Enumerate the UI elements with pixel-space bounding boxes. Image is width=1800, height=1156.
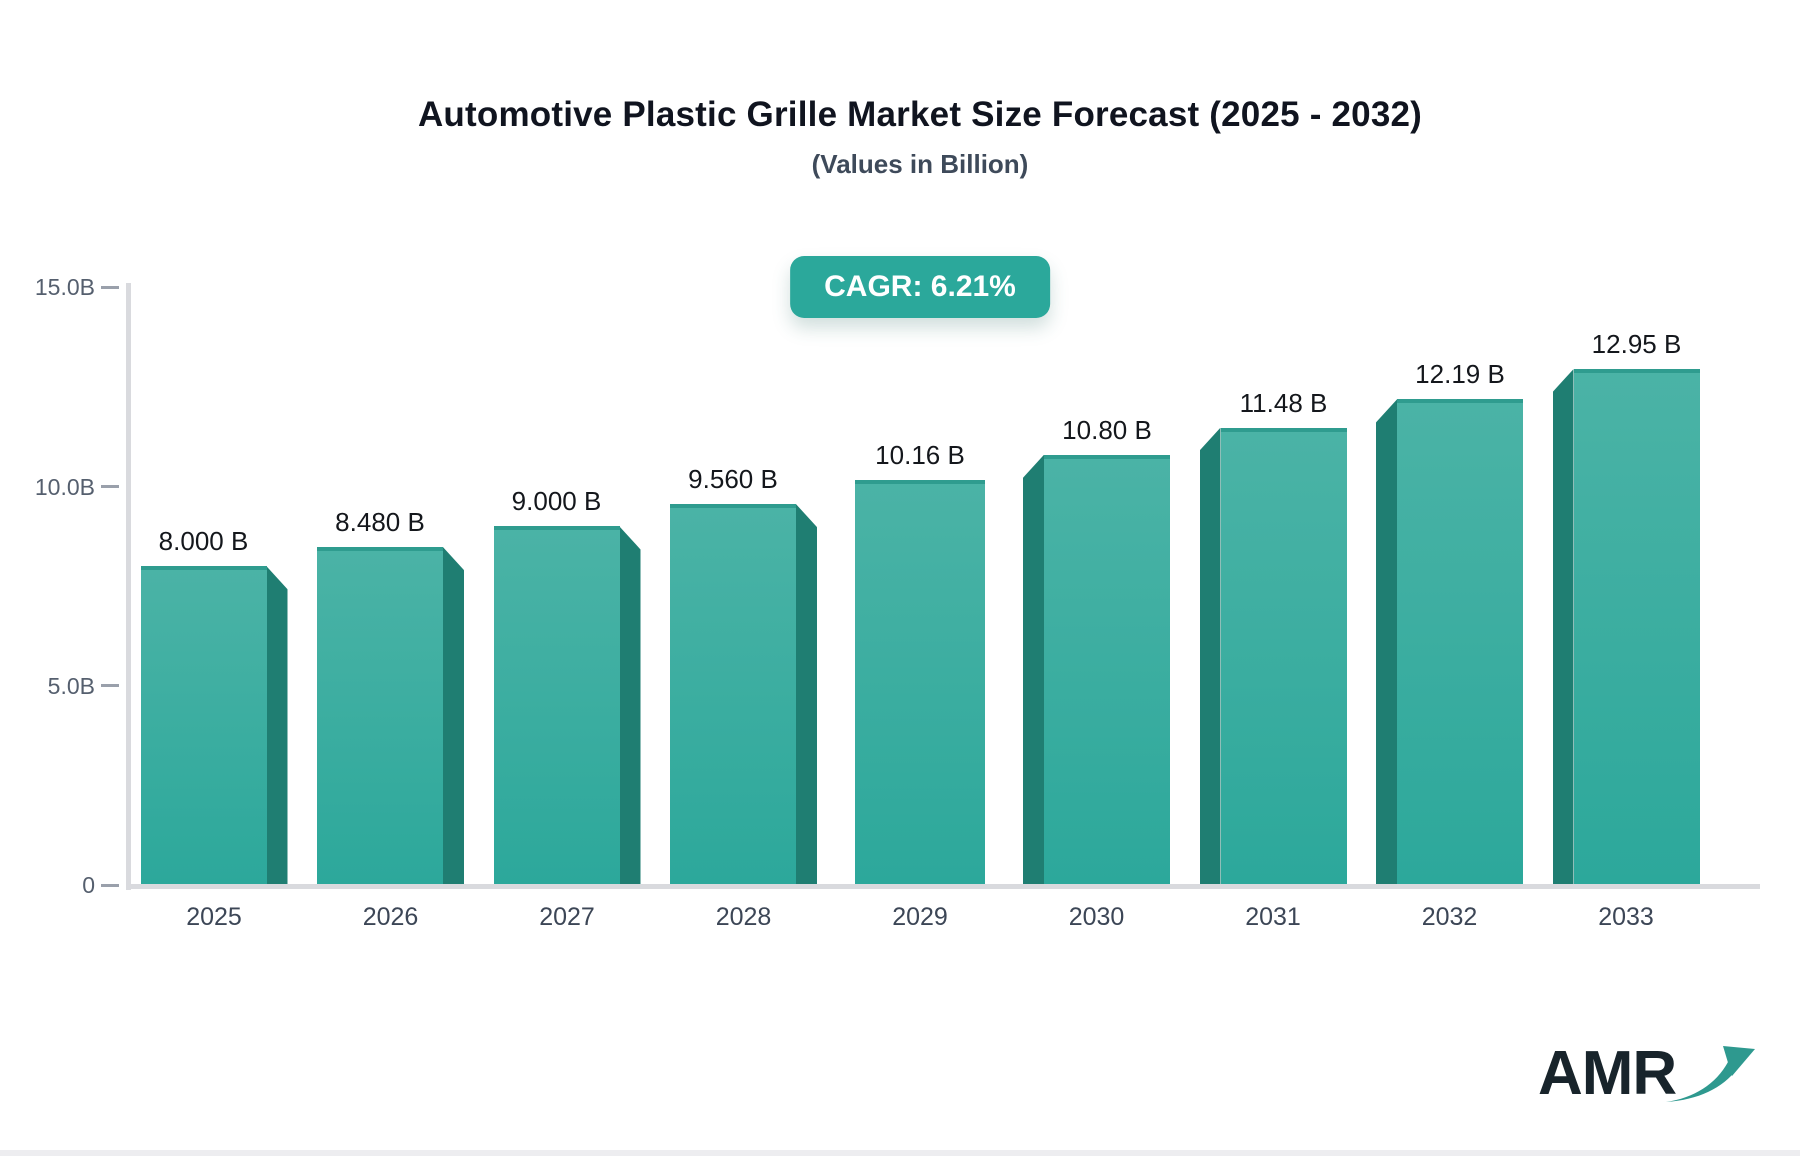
bar-top-edge	[855, 480, 985, 485]
bar-top-edge	[1044, 454, 1170, 459]
x-axis-label-2033: 2033	[1598, 903, 1654, 931]
bottom-border	[0, 1150, 1800, 1156]
bar-side-2031	[1199, 427, 1221, 885]
y-tick-mark	[101, 485, 119, 489]
y-tick-mark	[101, 883, 119, 887]
arrow-head	[1723, 1046, 1755, 1076]
y-axis-line	[126, 283, 131, 890]
bar-side-2033	[1552, 369, 1574, 885]
bar-2028	[670, 504, 796, 885]
bar-value-label-2031: 11.48 B	[1239, 387, 1328, 418]
bar-value-label-2028: 9.560 B	[688, 464, 778, 495]
growth-arrow-icon	[1666, 1046, 1755, 1102]
y-tick-label: 5.0B	[47, 672, 95, 699]
bar-value-label-2030: 10.80 B	[1062, 414, 1152, 445]
bar-2027	[493, 526, 620, 885]
x-axis-label-2028: 2028	[715, 903, 772, 931]
y-tick-mark	[101, 285, 119, 289]
x-axis-label-2026: 2026	[362, 903, 419, 931]
bar-top-edge	[317, 547, 443, 552]
x-axis-line	[126, 884, 1760, 889]
bar-top-edge	[1573, 369, 1700, 374]
bar-side-2030	[1023, 454, 1044, 885]
y-tick-label: 0	[82, 872, 95, 898]
amr-logo: AMR	[1538, 1038, 1755, 1118]
bar-value-label-2025: 8.000 B	[158, 526, 249, 557]
y-tick-label: 15.0B	[34, 274, 95, 301]
bar-top-edge	[140, 566, 267, 571]
bar-value-label-2032: 12.19 B	[1415, 359, 1505, 390]
bar-2025	[140, 566, 267, 885]
bar-2029	[855, 480, 985, 885]
bar-value-label-2027: 9.000 B	[511, 486, 602, 517]
y-tick-label: 10.0B	[34, 473, 95, 500]
x-axis-label-2031: 2031	[1245, 903, 1301, 931]
bar-top-edge	[670, 504, 796, 509]
bar-2033	[1573, 369, 1700, 885]
bar-2032	[1397, 399, 1523, 885]
bar-side-2032	[1376, 399, 1397, 885]
bar-value-label-2029: 10.16 B	[875, 440, 965, 471]
bar-2031	[1220, 427, 1347, 885]
bar-side-2025	[266, 566, 288, 885]
x-axis-label-2030: 2030	[1068, 903, 1125, 931]
cagr-badge: CAGR: 6.21%	[790, 256, 1050, 318]
bar-2030	[1044, 454, 1170, 885]
x-axis-label-2029: 2029	[892, 903, 948, 931]
y-tick-mark	[101, 684, 119, 688]
x-axis-label-2025: 2025	[186, 903, 242, 931]
chart-title: Automotive Plastic Grille Market Size Fo…	[417, 95, 1423, 134]
bar-top-edge	[493, 526, 620, 531]
bar-top-edge	[1397, 399, 1523, 404]
bar-side-2026	[443, 547, 464, 885]
bar-side-2027	[619, 526, 641, 885]
arrow-swoosh	[1666, 1062, 1737, 1102]
bar-top-edge	[1220, 427, 1347, 432]
bar-value-label-2026: 8.480 B	[335, 507, 425, 538]
x-axis-label-2027: 2027	[539, 903, 595, 931]
bar-2026	[317, 547, 443, 885]
chart-subtitle: (Values in Billion)	[811, 149, 1029, 179]
x-axis-label-2032: 2032	[1421, 903, 1478, 931]
bar-value-label-2033: 12.95 B	[1591, 329, 1682, 360]
bar-side-2028	[796, 504, 817, 885]
amr-logo-text: AMR	[1538, 1039, 1677, 1108]
